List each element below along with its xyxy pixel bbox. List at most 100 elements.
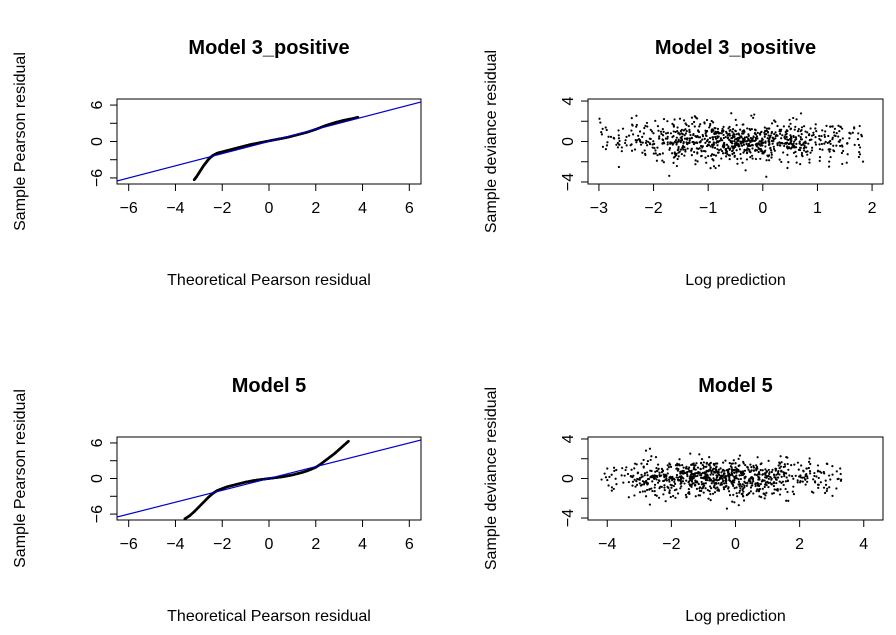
data-point — [753, 473, 756, 476]
data-point — [748, 139, 751, 142]
data-point — [726, 471, 730, 474]
data-point — [778, 480, 781, 483]
data-point — [762, 141, 765, 144]
data-point — [716, 486, 719, 489]
data-point — [700, 149, 703, 152]
data-point — [681, 133, 684, 136]
y-tick-label: 0 — [89, 137, 106, 146]
data-point — [818, 470, 822, 473]
data-point — [620, 150, 623, 153]
plot-box — [116, 98, 422, 185]
y-tick-label: 6 — [89, 438, 106, 447]
data-point — [636, 139, 639, 142]
data-point — [739, 487, 742, 490]
data-point — [705, 465, 708, 468]
data-point — [666, 464, 669, 467]
data-point — [743, 136, 746, 139]
data-point — [713, 146, 717, 149]
data-point — [820, 134, 823, 138]
data-point — [837, 477, 840, 480]
y-tick-label: 0 — [560, 474, 577, 483]
data-point — [751, 477, 755, 480]
data-point — [798, 146, 802, 149]
data-point — [716, 127, 720, 130]
data-point — [731, 479, 735, 482]
data-point — [802, 147, 805, 150]
data-point — [732, 151, 736, 154]
data-point — [698, 471, 701, 474]
data-point — [825, 489, 828, 493]
chart-title: Model 5 — [232, 375, 306, 397]
data-point — [775, 482, 778, 485]
data-point — [770, 132, 773, 135]
y-axis-label: Sample Pearson residual — [12, 52, 29, 231]
plot-box — [587, 436, 884, 521]
data-point — [764, 494, 767, 497]
data-point — [774, 469, 777, 472]
data-point — [753, 113, 756, 116]
data-point — [768, 136, 772, 139]
data-point — [708, 462, 711, 465]
data-point — [742, 462, 745, 465]
data-point — [721, 468, 725, 471]
chart-title: Model 3_positive — [188, 37, 349, 59]
data-point — [614, 477, 617, 480]
data-point — [801, 154, 804, 158]
data-point — [700, 489, 703, 493]
data-point — [692, 475, 695, 478]
x-tick-label: −6 — [120, 200, 138, 217]
data-point — [804, 141, 807, 145]
data-point — [817, 486, 820, 489]
data-point — [761, 473, 764, 476]
data-point — [808, 457, 811, 460]
data-point — [697, 130, 701, 134]
data-point — [689, 133, 692, 137]
data-point — [674, 464, 678, 467]
y-tick-label: 4 — [560, 434, 577, 443]
x-tick-label: 0 — [731, 536, 740, 553]
data-point — [792, 135, 795, 139]
data-point — [661, 152, 664, 155]
data-point — [654, 152, 657, 155]
data-point — [765, 475, 769, 478]
data-point — [803, 144, 806, 147]
data-point — [638, 482, 641, 485]
data-point — [730, 482, 733, 485]
data-point — [742, 472, 746, 475]
data-point — [735, 468, 739, 472]
data-point — [704, 474, 707, 477]
data-point — [700, 480, 703, 484]
data-point — [825, 124, 828, 127]
data-point — [645, 471, 649, 474]
y-tick-label: 4 — [560, 96, 577, 105]
data-point — [807, 466, 810, 470]
data-point — [846, 153, 849, 156]
data-point — [684, 122, 687, 125]
data-point — [713, 464, 716, 467]
x-axis-label: Theoretical Pearson residual — [167, 272, 371, 289]
data-point — [786, 153, 789, 156]
data-point — [744, 481, 747, 485]
data-point — [818, 143, 821, 146]
data-point — [714, 154, 718, 157]
data-point — [808, 470, 812, 473]
data-point — [663, 489, 666, 492]
data-point — [687, 467, 690, 471]
data-point — [786, 138, 789, 141]
data-point — [760, 142, 763, 145]
data-point — [689, 477, 692, 480]
data-point — [686, 475, 689, 478]
data-point — [698, 453, 701, 456]
data-point — [688, 139, 691, 142]
data-point — [752, 480, 755, 483]
data-point — [621, 127, 625, 130]
data-point — [734, 462, 737, 465]
data-point — [800, 138, 804, 141]
data-point — [725, 143, 729, 146]
data-point — [755, 489, 758, 493]
data-point — [799, 474, 802, 477]
data-point — [743, 149, 746, 153]
data-point — [839, 479, 843, 482]
data-point — [782, 465, 785, 469]
data-point — [644, 141, 648, 145]
